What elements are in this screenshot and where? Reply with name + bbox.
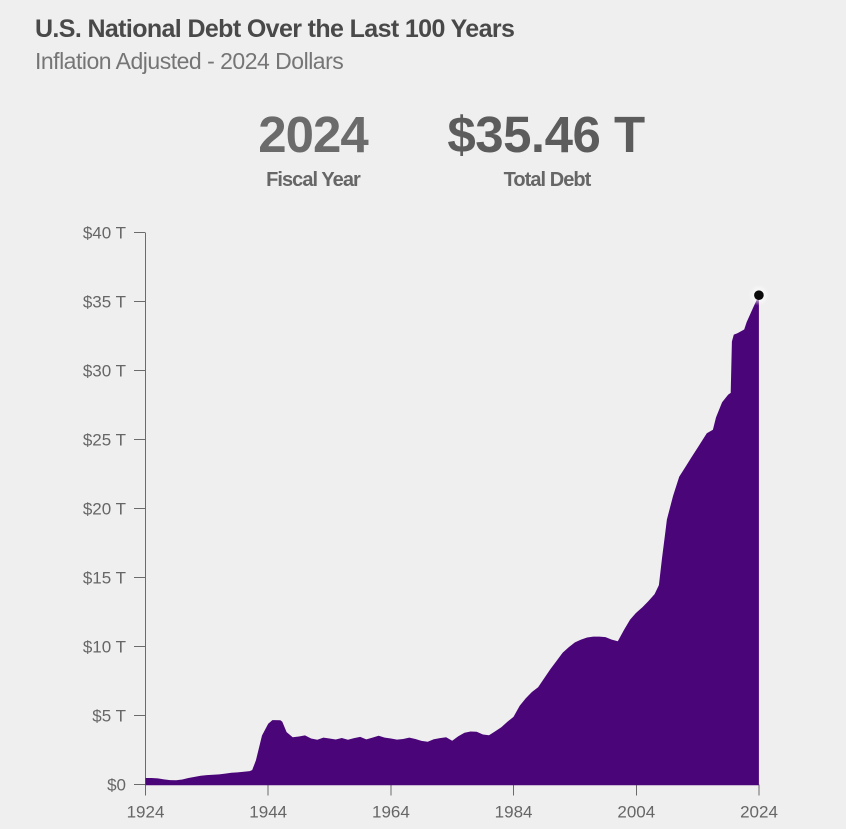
svg-text:$20 T: $20 T	[83, 500, 126, 519]
svg-text:1944: 1944	[249, 803, 287, 822]
svg-text:1964: 1964	[372, 803, 410, 822]
svg-text:$30 T: $30 T	[83, 362, 126, 381]
svg-text:$10 T: $10 T	[83, 638, 126, 657]
svg-text:$25 T: $25 T	[83, 431, 126, 450]
svg-text:$35 T: $35 T	[83, 293, 126, 312]
svg-text:1924: 1924	[127, 803, 165, 822]
svg-text:$0: $0	[107, 776, 126, 795]
svg-text:$15 T: $15 T	[83, 569, 126, 588]
svg-text:$5 T: $5 T	[92, 707, 126, 726]
svg-text:1984: 1984	[495, 803, 533, 822]
svg-text:$40 T: $40 T	[83, 224, 126, 243]
svg-text:2024: 2024	[740, 803, 778, 822]
svg-text:2004: 2004	[617, 803, 655, 822]
